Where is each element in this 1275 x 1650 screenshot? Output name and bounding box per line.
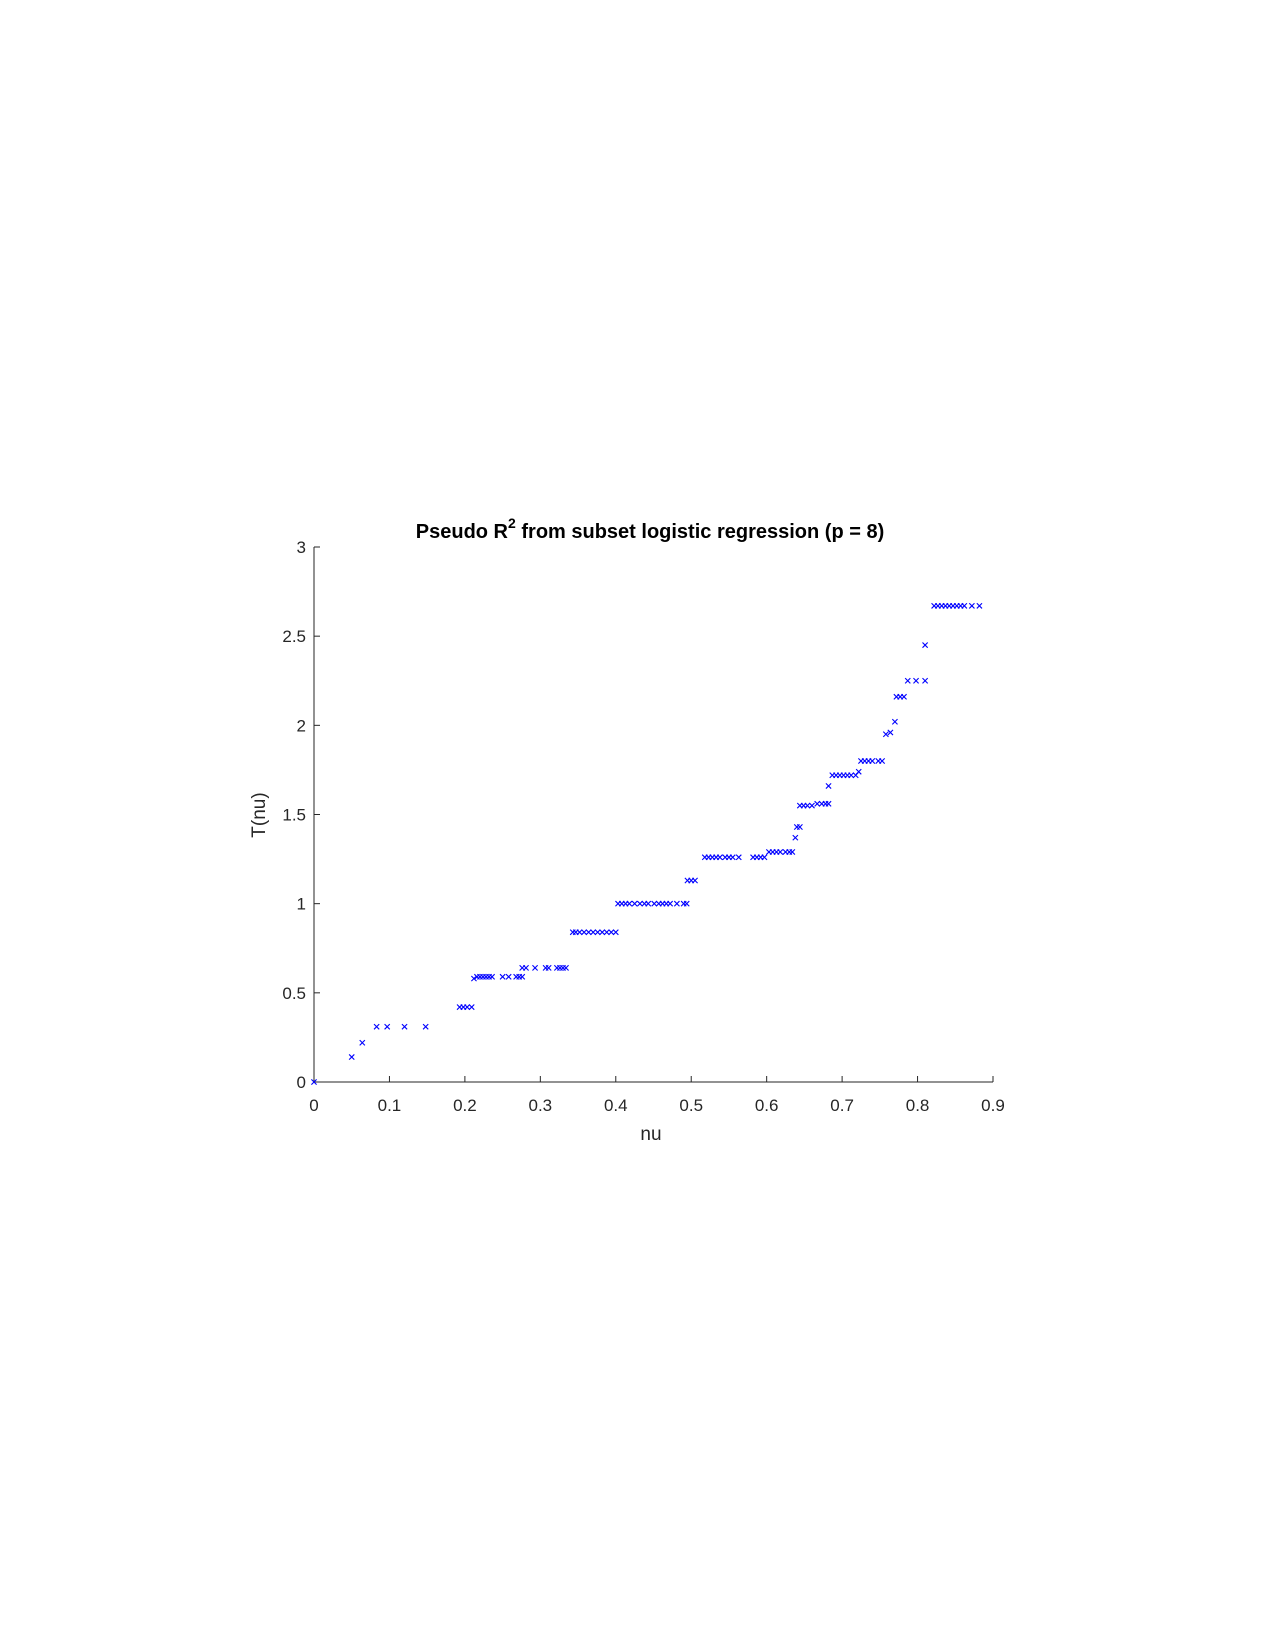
data-point <box>505 973 512 980</box>
data-point <box>961 602 968 609</box>
x-tick-label: 0 <box>309 1096 318 1115</box>
x-tick-label: 0.2 <box>453 1096 477 1115</box>
data-points <box>311 602 983 1085</box>
y-tick-label: 1 <box>297 895 306 914</box>
data-point <box>729 854 736 861</box>
data-point <box>384 1023 391 1030</box>
data-point <box>585 929 592 936</box>
data-point <box>489 973 496 980</box>
data-point <box>808 802 815 809</box>
data-point <box>922 642 929 649</box>
data-point <box>804 802 811 809</box>
data-point <box>612 929 619 936</box>
x-tick-label: 0.9 <box>981 1096 1005 1115</box>
data-point <box>608 929 615 936</box>
data-point <box>825 782 832 789</box>
data-point <box>631 900 638 907</box>
data-point <box>922 677 929 684</box>
data-point <box>913 677 920 684</box>
data-point <box>401 1023 408 1030</box>
data-point <box>599 929 606 936</box>
data-point <box>716 854 723 861</box>
y-tick-label: 3 <box>297 538 306 557</box>
y-axis-label: T(nu) <box>249 792 270 837</box>
data-point <box>855 768 862 775</box>
data-point <box>789 848 796 855</box>
data-point <box>879 758 886 764</box>
data-point <box>976 602 983 609</box>
chart-title-prefix: Pseudo R <box>416 521 509 543</box>
data-point <box>904 677 911 684</box>
x-tick-label: 0.8 <box>906 1096 930 1115</box>
data-point <box>869 758 876 764</box>
data-point <box>464 1004 471 1011</box>
y-axis: 0 0.5 1 1.5 2 2.5 3 <box>282 538 320 1092</box>
x-tick-label: 0.1 <box>378 1096 402 1115</box>
x-tick-label: 0.4 <box>604 1096 628 1115</box>
data-point <box>825 800 832 807</box>
data-point <box>761 854 768 861</box>
data-point <box>523 964 529 971</box>
data-point <box>562 964 569 971</box>
data-point <box>373 1023 380 1030</box>
data-point <box>311 1079 317 1085</box>
x-axis: 0 0.1 0.2 0.3 0.4 0.5 0.6 0.7 0.8 0.9 <box>309 1076 1005 1115</box>
x-tick-label: 0.5 <box>679 1096 703 1115</box>
data-point <box>581 929 588 936</box>
data-point <box>692 877 698 884</box>
data-point <box>468 1004 475 1011</box>
data-point <box>636 900 643 907</box>
y-tick-label: 2.5 <box>282 627 306 646</box>
data-point <box>796 823 803 830</box>
data-point <box>683 900 690 907</box>
data-point <box>651 900 658 907</box>
data-point <box>594 929 601 936</box>
data-point <box>626 900 633 907</box>
y-tick-label: 1.5 <box>282 806 306 825</box>
data-point <box>359 1039 366 1046</box>
data-point <box>645 900 652 907</box>
data-point <box>887 729 894 736</box>
data-point <box>499 973 506 980</box>
x-axis-label: nu <box>640 1124 661 1145</box>
x-tick-label: 0.3 <box>529 1096 553 1115</box>
data-point <box>532 964 539 971</box>
data-point <box>545 964 552 971</box>
chart-title-superscript: 2 <box>508 515 516 531</box>
data-point <box>590 929 597 936</box>
data-point <box>900 693 907 700</box>
x-tick-label: 0.6 <box>755 1096 779 1115</box>
data-point <box>735 854 742 861</box>
data-point <box>968 602 975 609</box>
data-point <box>667 900 674 907</box>
data-point <box>422 1023 429 1030</box>
data-point <box>848 772 855 779</box>
data-point <box>673 900 680 907</box>
chart-title: Pseudo R2 from subset logistic regressio… <box>416 515 884 543</box>
y-tick-label: 0 <box>297 1073 306 1092</box>
y-tick-label: 0.5 <box>282 984 306 1003</box>
data-point <box>470 975 477 982</box>
x-tick-label: 0.7 <box>830 1096 854 1115</box>
data-point <box>792 834 799 841</box>
y-tick-label: 2 <box>297 716 306 735</box>
data-point <box>891 718 898 725</box>
data-point <box>576 929 583 936</box>
data-point <box>882 731 889 738</box>
data-point <box>603 929 610 936</box>
data-point <box>777 848 784 855</box>
data-point <box>814 800 821 807</box>
chart-title-suffix: from subset logistic regression (p = 8) <box>516 521 884 543</box>
data-point <box>519 973 526 980</box>
data-point <box>348 1054 355 1061</box>
